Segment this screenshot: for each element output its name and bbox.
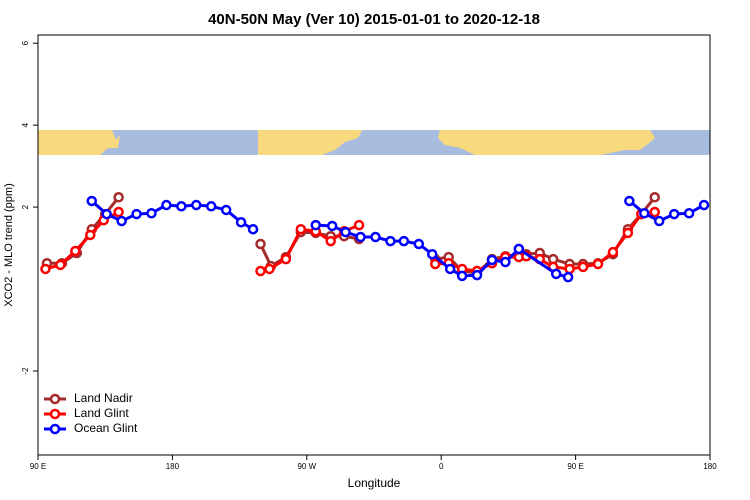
data-point — [280, 253, 292, 265]
data-point — [562, 271, 574, 283]
data-point — [310, 219, 322, 231]
data-point — [326, 220, 338, 232]
x-tick-label: 180 — [703, 462, 717, 471]
legend-marker — [49, 393, 61, 405]
legend-marker — [49, 423, 61, 435]
data-point — [86, 195, 98, 207]
data-point — [205, 201, 217, 212]
data-point — [698, 199, 710, 211]
data-point — [639, 207, 650, 219]
data-point — [116, 215, 127, 227]
data-point — [429, 258, 441, 270]
data-point — [101, 208, 112, 220]
data-point — [649, 192, 660, 203]
data-point — [550, 268, 562, 280]
data-point — [649, 206, 660, 218]
data-point — [353, 219, 365, 231]
x-tick-label: 180 — [166, 462, 180, 471]
y-tick-label: -2 — [21, 367, 30, 375]
legend-label: Land Nadir — [74, 391, 133, 405]
map-strip — [38, 130, 710, 155]
data-point — [564, 263, 575, 275]
data-point — [385, 235, 396, 247]
data-point — [113, 192, 124, 203]
map-land — [258, 130, 362, 155]
plot-frame — [37, 34, 711, 456]
data-point — [295, 223, 307, 235]
data-point — [444, 263, 456, 275]
data-point — [70, 245, 81, 257]
x-tick-label: 90 E — [30, 462, 46, 471]
data-point — [220, 204, 232, 216]
data-point — [592, 258, 604, 270]
map-land — [338, 130, 350, 136]
data-point — [264, 263, 275, 275]
y-tick-label: 6 — [21, 40, 30, 45]
data-point — [624, 195, 635, 207]
data-point — [398, 235, 410, 247]
chart-title: 40N-50N May (Ver 10) 2015-01-01 to 2020-… — [208, 11, 540, 28]
data-point — [355, 231, 366, 243]
x-tick-label: 90 E — [567, 462, 583, 471]
legend-label: Land Glint — [74, 406, 129, 420]
data-point — [176, 201, 187, 212]
data-point — [255, 265, 266, 277]
data-point — [607, 246, 619, 258]
data-point — [131, 208, 142, 220]
data-point — [486, 254, 498, 266]
map-land — [38, 130, 120, 155]
y-axis-label: XCO2 - MLO trend (ppm) — [3, 183, 15, 306]
map-land — [438, 130, 655, 155]
y-tick-label: 4 — [21, 122, 30, 127]
data-point — [653, 215, 665, 227]
y-tick-label: 2 — [21, 204, 30, 209]
data-point — [85, 229, 96, 241]
data-point — [55, 259, 66, 271]
legend-marker — [49, 408, 61, 420]
data-point — [255, 238, 266, 250]
legend-label: Ocean Glint — [74, 421, 138, 435]
data-point — [161, 199, 172, 211]
data-point — [235, 217, 247, 228]
data-point — [247, 223, 259, 235]
data-point — [146, 207, 157, 219]
data-point — [370, 231, 381, 243]
data-point — [426, 248, 438, 260]
x-tick-label: 0 — [439, 462, 444, 471]
data-point — [113, 206, 124, 218]
data-point — [622, 227, 634, 239]
series-line — [90, 199, 705, 279]
data-point — [683, 207, 695, 219]
x-axis-label: Longitude — [348, 476, 401, 490]
data-point — [668, 208, 680, 220]
data-point — [413, 238, 425, 250]
data-point — [456, 270, 468, 282]
data-point — [577, 261, 589, 273]
data-point — [191, 199, 202, 211]
data-point — [500, 256, 511, 268]
data-point — [340, 226, 351, 238]
data-point — [325, 235, 336, 247]
data-point — [471, 269, 483, 281]
x-tick-label: 90 W — [297, 462, 316, 471]
data-point — [513, 243, 525, 255]
data-point — [40, 263, 51, 275]
